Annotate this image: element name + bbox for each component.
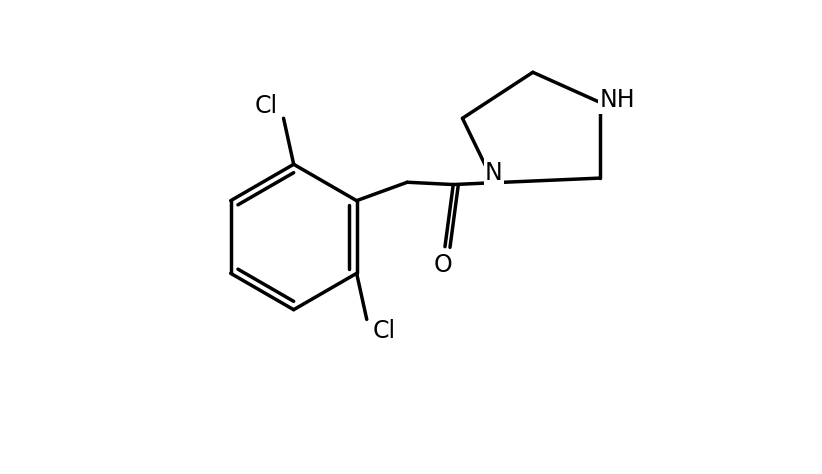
Text: N: N xyxy=(485,161,502,184)
Text: O: O xyxy=(433,253,452,277)
Text: Cl: Cl xyxy=(372,319,396,343)
Text: Cl: Cl xyxy=(255,94,278,118)
Text: NH: NH xyxy=(599,88,635,112)
